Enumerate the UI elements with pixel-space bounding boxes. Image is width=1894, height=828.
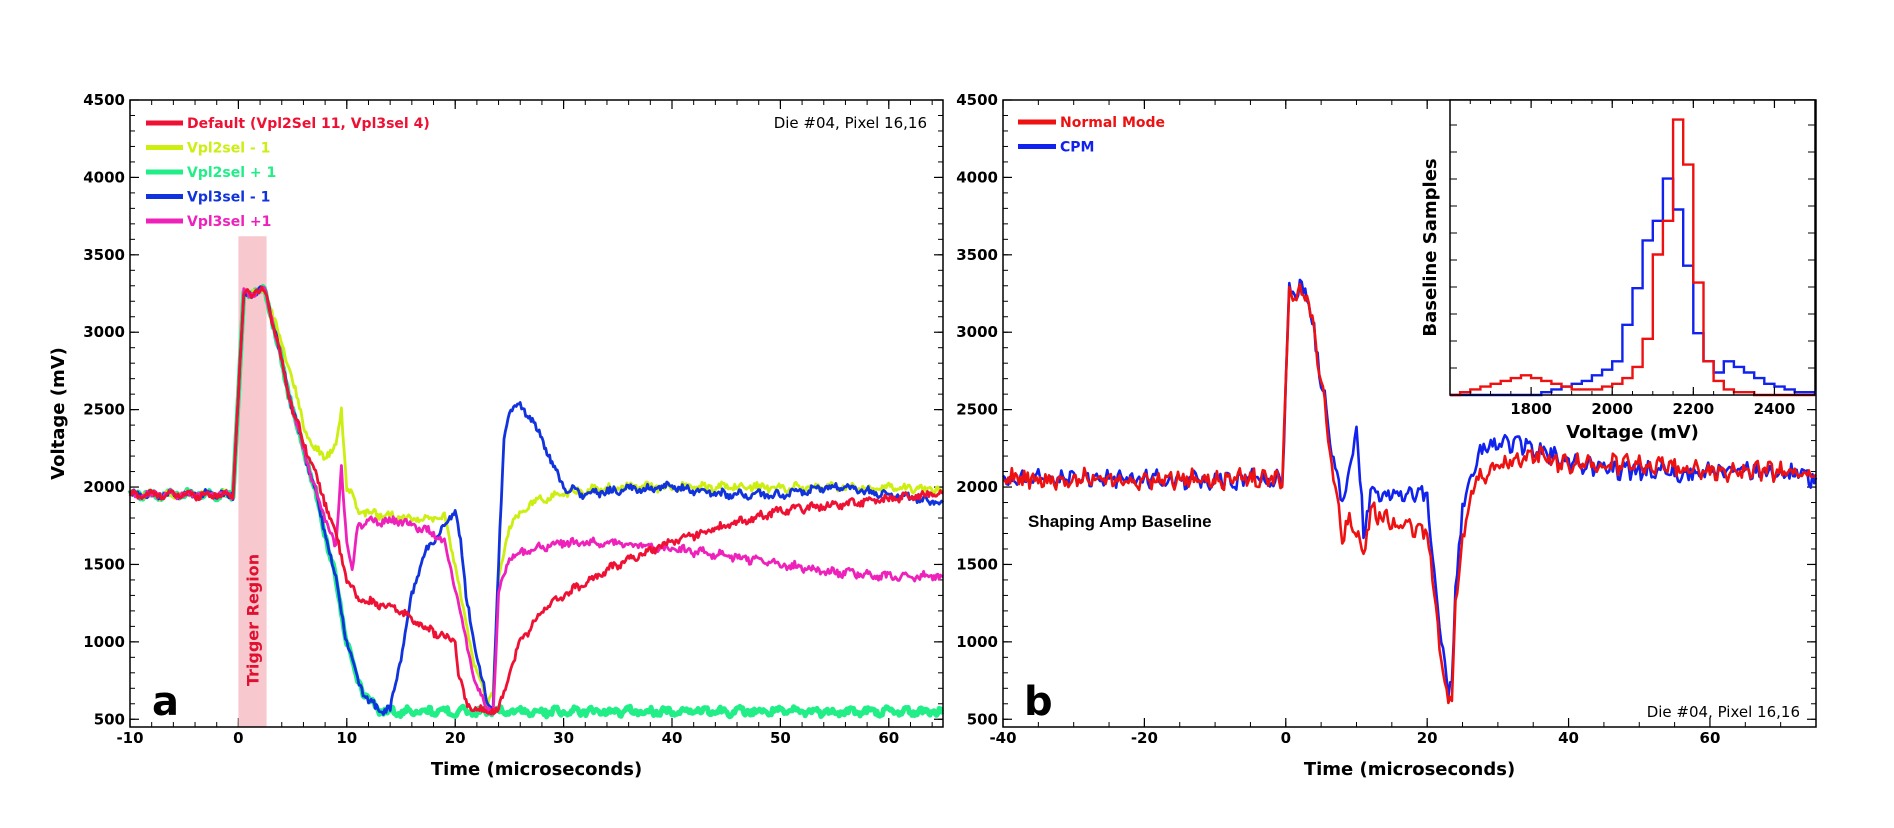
- y-tick-label: 2500: [83, 401, 125, 419]
- panel-b: -40 -20 0 20 40 60 500 1000 1500 2000 2500 3000 3500…: [956, 91, 1818, 780]
- inset-background: [1450, 100, 1815, 395]
- inset-frame: [1449, 99, 1816, 396]
- y-axis-title: Baseline Samples: [1420, 158, 1441, 336]
- y-tick-label: 4500: [956, 91, 998, 109]
- y-tick-label: 1000: [956, 633, 998, 651]
- y-tick-label: 3000: [83, 323, 125, 341]
- shaping-amp-baseline-label: Shaping Amp Baseline: [1028, 512, 1212, 531]
- y-tick-label: 3500: [956, 246, 998, 264]
- x-axis-title: Voltage (mV): [1566, 422, 1699, 443]
- panel-a: -10 0 10 20 30 40 50 60 500 1000 1500 2000 2500 3000 3…: [48, 91, 945, 780]
- x-tick-label: 10: [336, 729, 357, 747]
- x-tick-label: 20: [445, 729, 466, 747]
- x-tick-label: -20: [1131, 729, 1158, 747]
- x-tick-label: 40: [662, 729, 683, 747]
- x-tick-label: 0: [1281, 729, 1291, 747]
- legend-label: Vpl2sel + 1: [187, 165, 276, 181]
- histogram-series-1: [1450, 177, 1817, 397]
- x-axis-title: Time (microseconds): [431, 759, 642, 780]
- y-tick-label: 2000: [956, 478, 998, 496]
- y-tick-label: 3000: [956, 323, 998, 341]
- panel-letter: b: [1024, 679, 1053, 725]
- x-tick-label: 2400: [1754, 400, 1796, 418]
- panel-b-inset-histogram: 1800 2000 2200 2400 Voltage (mV) Baseline Sam…: [1420, 99, 1817, 443]
- x-axis-title: Time (microseconds): [1304, 759, 1515, 780]
- y-tick-label: 3500: [83, 246, 125, 264]
- x-tick-label: 0: [233, 729, 243, 747]
- x-tick-label: -10: [116, 729, 143, 747]
- legend-label: Vpl3sel - 1: [187, 190, 270, 206]
- legend-label: Normal Mode: [1060, 115, 1165, 131]
- x-tick-label: 20: [1417, 729, 1438, 747]
- y-tick-label: 4000: [956, 168, 998, 186]
- x-tick-label: 30: [553, 729, 574, 747]
- x-tick-label: 50: [770, 729, 791, 747]
- x-tick-label: 60: [878, 729, 899, 747]
- y-tick-label: 500: [967, 710, 998, 728]
- y-tick-label: 1500: [956, 555, 998, 573]
- y-tick-label: 1000: [83, 633, 125, 651]
- y-tick-label: 4000: [83, 168, 125, 186]
- y-tick-label: 500: [94, 710, 125, 728]
- trigger-region-label: Trigger Region: [243, 554, 262, 686]
- plot-frame: [129, 99, 944, 728]
- panel-letter: a: [152, 679, 179, 725]
- die-pixel-annotation: Die #04, Pixel 16,16: [1647, 703, 1800, 721]
- legend-label: Vpl2sel - 1: [187, 141, 270, 157]
- x-tick-label: 40: [1558, 729, 1579, 747]
- series-line-0: [1003, 282, 1817, 705]
- series-line-1: [1002, 278, 1818, 698]
- x-tick-label: 1800: [1510, 400, 1552, 418]
- x-tick-label: 2000: [1591, 400, 1633, 418]
- y-tick-label: 2000: [83, 478, 125, 496]
- x-tick-label: 60: [1700, 729, 1721, 747]
- x-tick-label: 2200: [1672, 400, 1714, 418]
- die-pixel-annotation: Die #04, Pixel 16,16: [774, 114, 927, 132]
- y-tick-label: 1500: [83, 555, 125, 573]
- legend-label: Default (Vpl2Sel 11, Vpl3sel 4): [187, 116, 430, 132]
- histogram-series-0: [1450, 118, 1815, 397]
- x-tick-label: -40: [989, 729, 1016, 747]
- y-axis-title: Voltage (mV): [48, 347, 69, 480]
- legend-label: CPM: [1060, 140, 1094, 156]
- series-line-0: [128, 285, 944, 716]
- legend-label: Vpl3sel +1: [187, 214, 271, 230]
- y-tick-label: 2500: [956, 401, 998, 419]
- y-tick-label: 4500: [83, 91, 125, 109]
- plot-frame: [1002, 99, 1817, 728]
